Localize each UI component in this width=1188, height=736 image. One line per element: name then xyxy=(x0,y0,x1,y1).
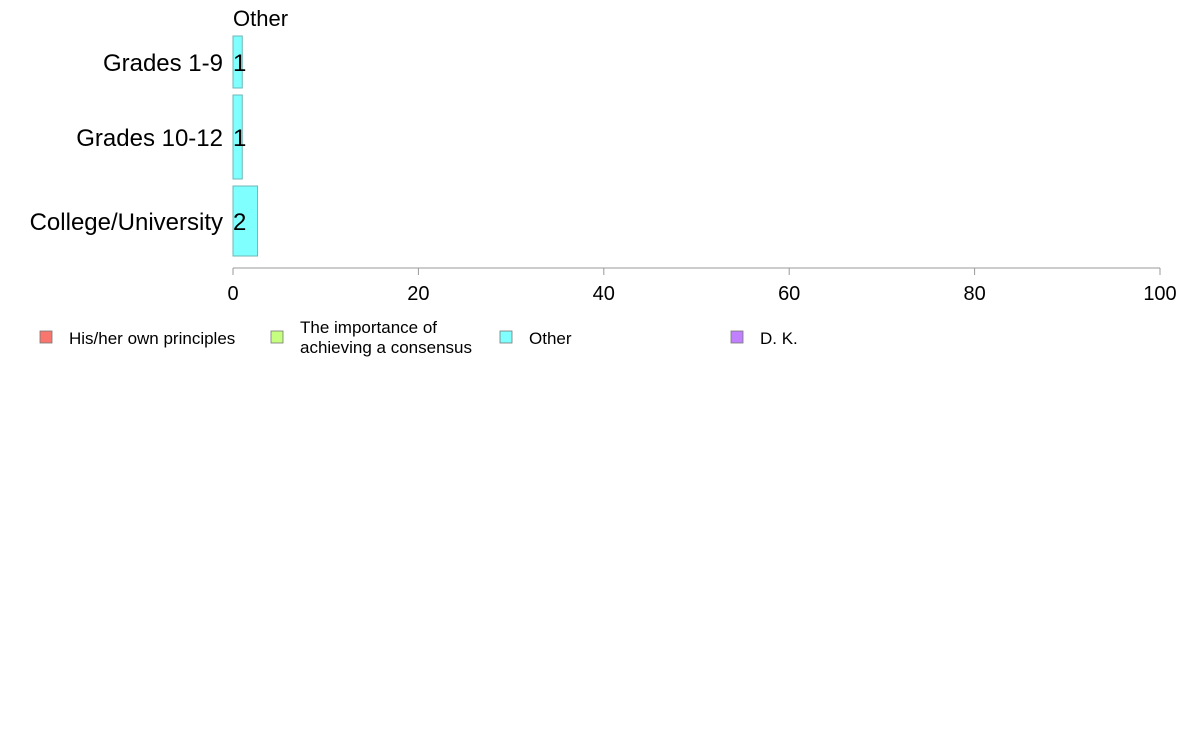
category-labels: Grades 1-9 Grades 10-12 College/University xyxy=(30,50,223,236)
legend-swatch xyxy=(730,330,744,344)
bar xyxy=(232,185,259,257)
data-label: 2 xyxy=(233,209,246,236)
category-label: Grades 1-9 xyxy=(103,50,223,77)
x-tick-label: 80 xyxy=(963,283,985,305)
x-tick-label: 40 xyxy=(593,283,615,305)
x-axis: 0 20 40 60 80 100 xyxy=(227,267,1177,305)
x-tick-label: 100 xyxy=(1143,283,1176,305)
legend-swatch xyxy=(39,330,53,344)
category-label: Grades 10-12 xyxy=(76,125,223,152)
legend-item: His/her own principles xyxy=(39,329,235,348)
bar xyxy=(232,35,243,89)
legend-swatch xyxy=(499,330,513,344)
data-label: 1 xyxy=(233,50,246,77)
legend: His/her own principles The importance ofa… xyxy=(39,318,798,357)
legend-item: D. K. xyxy=(730,329,798,348)
panel-title: Other xyxy=(233,6,288,31)
legend-label: achieving a consensus xyxy=(300,338,472,357)
data-label: 1 xyxy=(233,125,246,152)
legend-item: Other xyxy=(499,329,572,348)
category-label: College/University xyxy=(30,209,223,236)
legend-label: The importance of xyxy=(300,318,437,337)
x-tick-label: 60 xyxy=(778,283,800,305)
legend-label: D. K. xyxy=(760,329,798,348)
bars: 1 1 2 xyxy=(232,35,259,257)
x-tick-label: 20 xyxy=(407,283,429,305)
legend-swatch xyxy=(270,330,284,344)
legend-label: His/her own principles xyxy=(69,329,235,348)
bar xyxy=(232,94,243,180)
x-tick-label: 0 xyxy=(227,283,238,305)
legend-label: Other xyxy=(529,329,572,348)
